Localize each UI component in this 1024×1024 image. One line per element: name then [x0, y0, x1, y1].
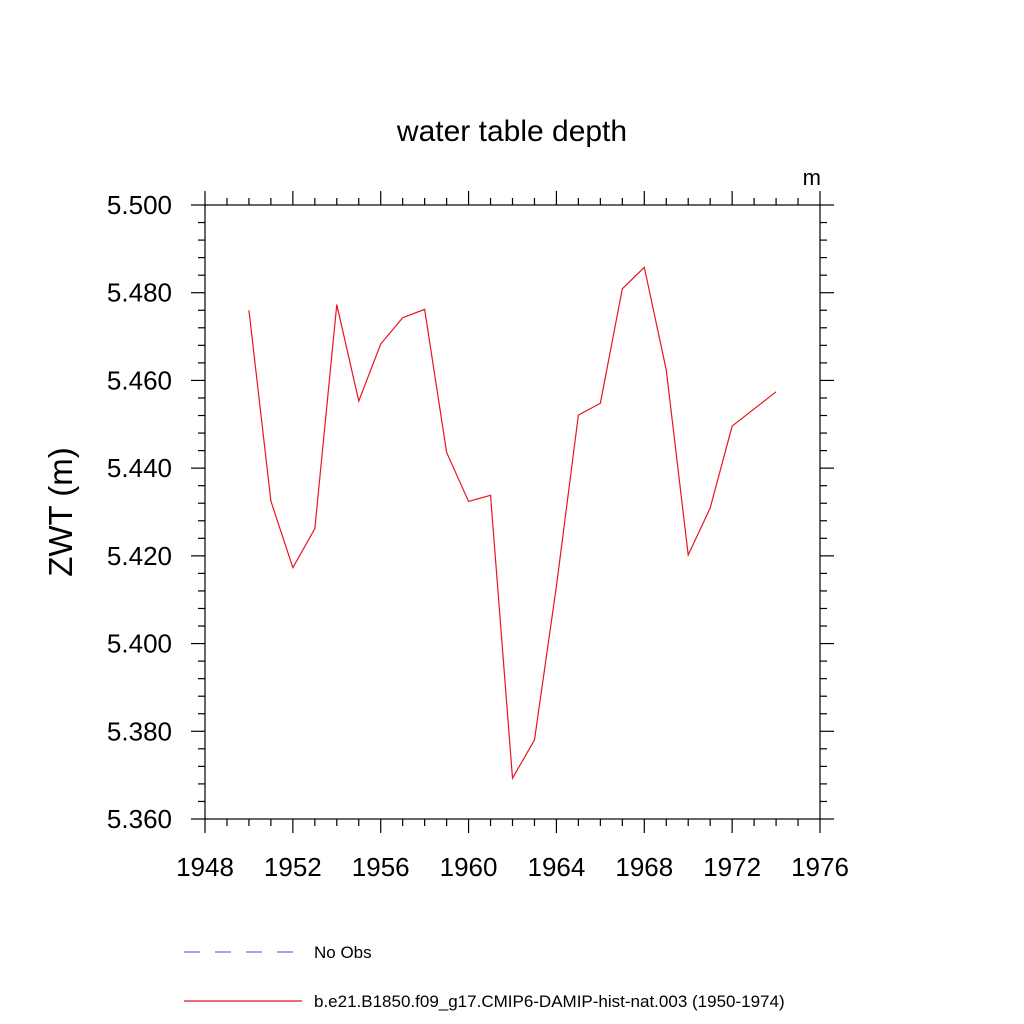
- series-layer: [248, 266, 777, 781]
- legend-label: b.e21.B1850.f09_g17.CMIP6-DAMIP-hist-nat…: [314, 992, 785, 1011]
- x-tick-label: 1976: [791, 852, 849, 882]
- y-tick-label: 5.500: [107, 190, 172, 220]
- y-tick-label: 5.360: [107, 804, 172, 834]
- chart-title: water table depth: [396, 115, 627, 148]
- y-tick-label: 5.420: [107, 541, 172, 571]
- x-tick-label: 1948: [176, 852, 234, 882]
- legend-label: No Obs: [314, 943, 372, 962]
- x-tick-label: 1960: [440, 852, 498, 882]
- series-line: [248, 266, 777, 781]
- y-tick-label: 5.460: [107, 365, 172, 395]
- x-tick-label: 1956: [352, 852, 410, 882]
- y-axis-label: ZWT (m): [42, 447, 79, 577]
- x-tick-label: 1968: [615, 852, 673, 882]
- y-tick-label: 5.380: [107, 716, 172, 746]
- legend: No Obs b.e21.B1850.f09_g17.CMIP6-DAMIP-hi…: [184, 943, 785, 1011]
- plot-frame: [204, 204, 821, 820]
- y-tick-label: 5.480: [107, 278, 172, 308]
- x-tick-label: 1952: [264, 852, 322, 882]
- y-axis: 5.360 5.380 5.400 5.420 5.440 5.460 5.480 5.500: [107, 190, 834, 834]
- y-tick-label: 5.400: [107, 629, 172, 659]
- y-tick-label: 5.440: [107, 453, 172, 483]
- units-label: m: [803, 165, 821, 190]
- x-tick-label: 1972: [703, 852, 761, 882]
- x-axis: 1948 1952 1956 1960 1964 1968 1972 1976: [176, 191, 849, 882]
- x-tick-label: 1964: [528, 852, 586, 882]
